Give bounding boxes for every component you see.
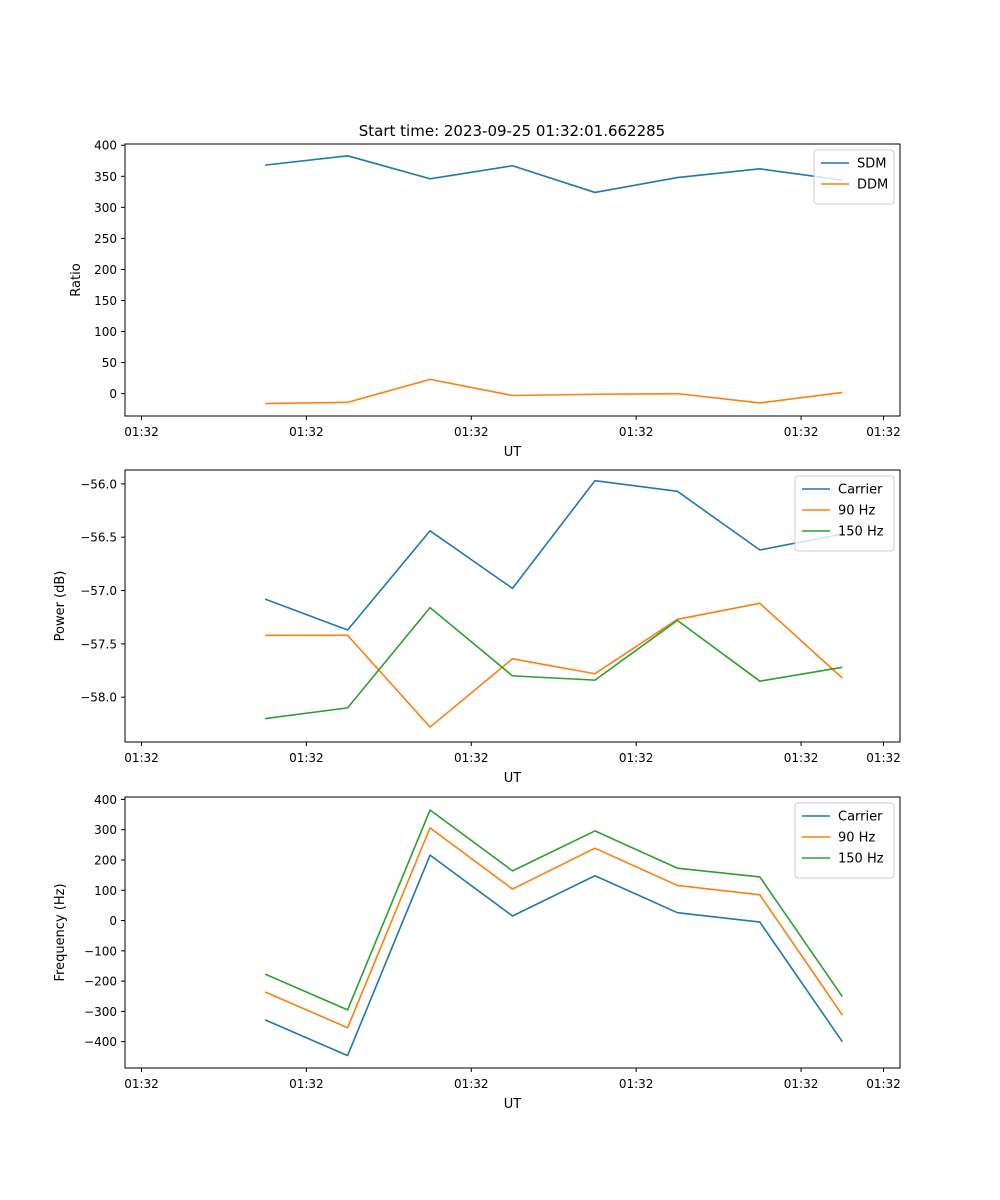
y-tick-label: −58.0 [80, 691, 117, 705]
y-tick-label: −200 [84, 975, 117, 989]
y-tick-label: 100 [94, 325, 117, 339]
series-line-sdm [265, 155, 843, 194]
y-tick-label: 250 [94, 232, 117, 246]
y-tick-label: 400 [94, 139, 117, 153]
x-tick-label: 01:32 [866, 425, 901, 439]
ratio-chart: 01:32 01:32 01:32 01:32 01:32 01:32 0 50 100 150 2… [69, 139, 901, 460]
y-tick-label: 0 [109, 387, 117, 401]
y-tick-label: −56.5 [80, 531, 117, 545]
x-tick-label: 01:32 [454, 1077, 489, 1091]
y-tick-label: −400 [84, 1035, 117, 1049]
legend: Carrier 90 Hz 150 Hz [794, 802, 895, 879]
x-tick-label: 01:32 [784, 751, 819, 765]
legend-label: 90 Hz [838, 504, 875, 519]
y-tick-label: 100 [94, 884, 117, 898]
legend-label: 150 Hz [838, 525, 884, 540]
y-axis-label: Power (dB) [53, 571, 68, 642]
x-tick-label: 01:32 [784, 1077, 819, 1091]
x-tick-label: 01:32 [866, 1077, 901, 1091]
legend-label: DDM [857, 178, 888, 193]
x-tick-label: 01:32 [784, 425, 819, 439]
x-tick-label: 01:32 [124, 751, 159, 765]
series-line-90-hz [264, 827, 843, 1029]
legend-box [794, 475, 895, 552]
legend-label: Carrier [838, 483, 883, 498]
legend-label: SDM [857, 157, 886, 172]
legend-label: 150 Hz [838, 852, 884, 867]
x-tick-label: 01:32 [124, 425, 159, 439]
y-tick-label: −100 [84, 944, 117, 958]
series-line-ddm [265, 378, 843, 405]
series-line-carrier [264, 479, 843, 631]
y-axis-label: Frequency (Hz) [53, 883, 68, 981]
axes-frame [124, 143, 901, 417]
power-chart: 01:32 01:32 01:32 01:32 01:32 01:32 −56.0 −56.5… [53, 469, 901, 786]
y-tick-label: −300 [84, 1005, 117, 1019]
x-axis-label: UT [504, 771, 522, 786]
x-tick-label: 01:32 [289, 425, 324, 439]
x-tick-label: 01:32 [454, 751, 489, 765]
frequency-chart: 01:32 01:32 01:32 01:32 01:32 01:32 400 300 200 1… [53, 793, 901, 1112]
y-tick-label: 400 [94, 793, 117, 807]
y-tick-label: 50 [102, 356, 117, 370]
axes-frame [124, 796, 901, 1069]
y-tick-label: 0 [109, 914, 117, 928]
legend-label: 90 Hz [838, 831, 875, 846]
y-tick-label: −56.0 [80, 477, 117, 491]
axes-frame [124, 469, 901, 743]
legend-label: Carrier [838, 810, 883, 825]
series-line-carrier [264, 854, 843, 1057]
legend-box [794, 802, 895, 879]
x-tick-label: 01:32 [124, 1077, 159, 1091]
y-tick-label: 300 [94, 823, 117, 837]
x-tick-label: 01:32 [454, 425, 489, 439]
series-line-150-hz [265, 606, 843, 720]
x-tick-label: 01:32 [619, 751, 654, 765]
y-axis-label: Ratio [69, 263, 84, 296]
x-tick-label: 01:32 [866, 751, 901, 765]
figure-title: Start time: 2023-09-25 01:32:01.662285 [359, 122, 665, 140]
legend: Carrier 90 Hz 150 Hz [794, 475, 895, 552]
y-tick-label: 200 [94, 853, 117, 867]
y-tick-label: 300 [94, 201, 117, 215]
x-tick-label: 01:32 [289, 751, 324, 765]
x-axis-label: UT [504, 445, 522, 460]
y-tick-label: 150 [94, 294, 117, 308]
x-tick-label: 01:32 [619, 1077, 654, 1091]
series-line-150-hz [264, 809, 843, 1011]
y-tick-label: 200 [94, 263, 117, 277]
y-tick-label: 350 [94, 170, 117, 184]
series-line-90-hz [265, 602, 843, 728]
x-tick-label: 01:32 [289, 1077, 324, 1091]
x-axis-label: UT [504, 1097, 522, 1112]
y-tick-label: −57.0 [80, 584, 117, 598]
legend: SDM DDM [813, 149, 895, 205]
y-tick-label: −57.5 [80, 637, 117, 651]
x-tick-label: 01:32 [619, 425, 654, 439]
